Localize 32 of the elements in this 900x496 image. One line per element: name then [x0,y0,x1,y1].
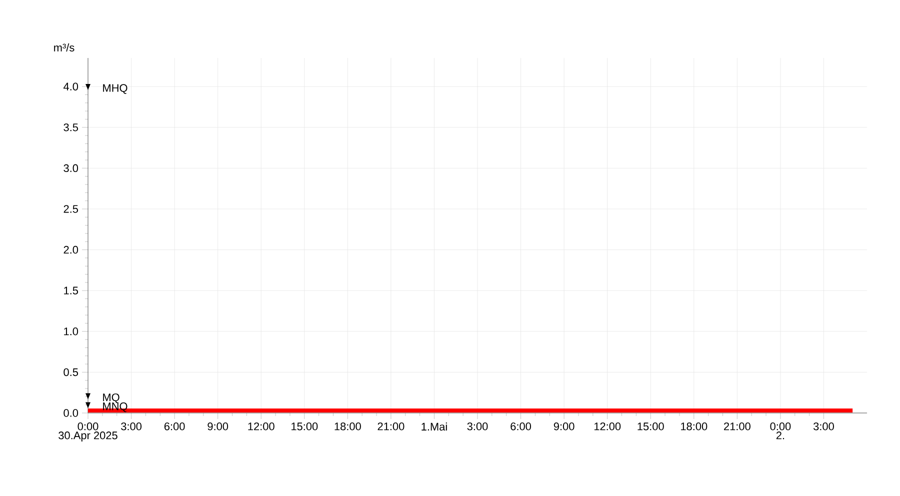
x-tick-label: 6:00 [510,422,532,430]
x-tick-label: 6:00 [164,422,185,430]
annotation: MHQ [103,84,128,94]
x-tick-label: 21:00 [378,422,404,430]
y-tick-label: 1.5 [64,286,78,294]
x2-tick-label: 30.Apr 2025 [58,432,118,442]
annotation: MQ [103,393,120,404]
x-tick-label: 0:00 [78,422,98,430]
x-tick-label: 3:00 [813,422,834,430]
y-tick-label: 3.5 [64,123,78,132]
x-tick-label: 3:00 [121,422,142,430]
y-tick-label: 0.0 [64,409,78,417]
x-tick-label: 15:00 [638,422,664,430]
y-tick-label: 4.0 [63,82,78,90]
x-tick-label: 21:00 [724,422,750,430]
x-tick-label: 1.Mai [422,422,447,431]
x-tick-label: 3:00 [467,422,488,430]
x-tick-label: 12:00 [248,422,274,430]
x-tick-label: 18:00 [334,422,361,430]
x-tick-label: 12:00 [594,422,621,430]
y-tick-label: 2.5 [64,205,78,213]
x2-tick-label: 2. [776,432,784,440]
y-tick-label: 1.0 [64,328,78,336]
y-axis-title: m³/s [54,43,74,52]
x-tick-label: 9:00 [554,422,574,430]
x-tick-label: 0:00 [770,422,791,430]
x-tick-label: 9:00 [208,422,228,430]
x-tick-label: 15:00 [292,422,318,430]
y-tick-label: 2.0 [64,246,78,254]
x-tick-label: 18:00 [681,422,708,430]
y-tick-label: 3.0 [64,164,78,172]
y-tick-label: 0.5 [64,368,78,376]
